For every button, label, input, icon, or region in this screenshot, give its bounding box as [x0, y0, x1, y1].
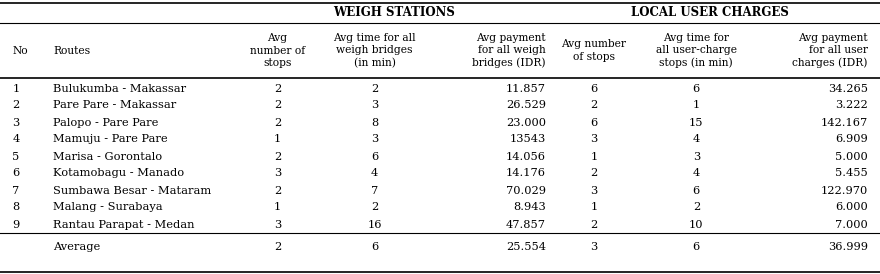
- Text: Marisa - Gorontalo: Marisa - Gorontalo: [54, 152, 163, 161]
- Text: 4: 4: [693, 135, 700, 144]
- Text: 6: 6: [693, 185, 700, 196]
- Text: Palopo - Pare Pare: Palopo - Pare Pare: [54, 118, 158, 127]
- Text: 2: 2: [693, 202, 700, 213]
- Text: 8: 8: [371, 118, 378, 127]
- Text: 8.943: 8.943: [513, 202, 546, 213]
- Text: 2: 2: [12, 101, 19, 110]
- Text: 2: 2: [274, 101, 282, 110]
- Text: 5: 5: [12, 152, 19, 161]
- Text: Avg number
of stops: Avg number of stops: [561, 39, 627, 62]
- Text: 3: 3: [590, 135, 598, 144]
- Text: 3: 3: [371, 135, 378, 144]
- Text: 6: 6: [693, 242, 700, 252]
- Text: 26.529: 26.529: [506, 101, 546, 110]
- Text: 70.029: 70.029: [506, 185, 546, 196]
- Text: Sumbawa Besar - Mataram: Sumbawa Besar - Mataram: [54, 185, 211, 196]
- Text: 14.056: 14.056: [506, 152, 546, 161]
- Text: 3.222: 3.222: [835, 101, 868, 110]
- Text: 14.176: 14.176: [506, 169, 546, 178]
- Text: 6: 6: [693, 84, 700, 93]
- Text: 2: 2: [590, 219, 598, 230]
- Text: 2: 2: [590, 169, 598, 178]
- Text: 5.000: 5.000: [835, 152, 868, 161]
- Text: 1: 1: [12, 84, 19, 93]
- Text: Avg
number of
stops: Avg number of stops: [250, 33, 305, 68]
- Text: 6: 6: [590, 118, 598, 127]
- Text: 6: 6: [371, 152, 378, 161]
- Text: 7: 7: [371, 185, 378, 196]
- Text: 6.000: 6.000: [835, 202, 868, 213]
- Text: 4: 4: [371, 169, 378, 178]
- Text: Pare Pare - Makassar: Pare Pare - Makassar: [54, 101, 177, 110]
- Text: 122.970: 122.970: [820, 185, 868, 196]
- Text: 2: 2: [274, 242, 282, 252]
- Text: 7: 7: [12, 185, 19, 196]
- Text: 2: 2: [371, 202, 378, 213]
- Text: 1: 1: [590, 152, 598, 161]
- Text: 25.554: 25.554: [506, 242, 546, 252]
- Text: Kotamobagu - Manado: Kotamobagu - Manado: [54, 169, 185, 178]
- Text: LOCAL USER CHARGES: LOCAL USER CHARGES: [632, 7, 789, 19]
- Text: 4: 4: [12, 135, 19, 144]
- Text: Mamuju - Pare Pare: Mamuju - Pare Pare: [54, 135, 168, 144]
- Text: 2: 2: [371, 84, 378, 93]
- Text: WEIGH STATIONS: WEIGH STATIONS: [334, 7, 455, 19]
- Text: 6.909: 6.909: [835, 135, 868, 144]
- Text: 3: 3: [274, 169, 282, 178]
- Text: 4: 4: [693, 169, 700, 178]
- Text: 16: 16: [368, 219, 382, 230]
- Text: 47.857: 47.857: [506, 219, 546, 230]
- Text: 2: 2: [274, 185, 282, 196]
- Text: 2: 2: [274, 152, 282, 161]
- Text: 2: 2: [274, 118, 282, 127]
- Text: 9: 9: [12, 219, 19, 230]
- Text: Bulukumba - Makassar: Bulukumba - Makassar: [54, 84, 187, 93]
- Text: 34.265: 34.265: [828, 84, 868, 93]
- Text: 11.857: 11.857: [506, 84, 546, 93]
- Text: 2: 2: [274, 84, 282, 93]
- Text: 6: 6: [371, 242, 378, 252]
- Text: 10: 10: [689, 219, 704, 230]
- Text: No: No: [12, 45, 28, 56]
- Text: 1: 1: [274, 202, 282, 213]
- Text: 1: 1: [693, 101, 700, 110]
- Text: 6: 6: [12, 169, 19, 178]
- Text: 1: 1: [590, 202, 598, 213]
- Text: 13543: 13543: [510, 135, 546, 144]
- Text: Routes: Routes: [54, 45, 91, 56]
- Text: Avg payment
for all user
charges (IDR): Avg payment for all user charges (IDR): [792, 33, 868, 68]
- Text: 3: 3: [693, 152, 700, 161]
- Text: Rantau Parapat - Medan: Rantau Parapat - Medan: [54, 219, 194, 230]
- Text: 1: 1: [274, 135, 282, 144]
- Text: 36.999: 36.999: [828, 242, 868, 252]
- Text: Avg time for
all user-charge
stops (in min): Avg time for all user-charge stops (in m…: [656, 33, 737, 68]
- Text: Average: Average: [54, 242, 100, 252]
- Text: 3: 3: [12, 118, 19, 127]
- Text: 23.000: 23.000: [506, 118, 546, 127]
- Text: Malang - Surabaya: Malang - Surabaya: [54, 202, 163, 213]
- Text: 3: 3: [371, 101, 378, 110]
- Text: 15: 15: [689, 118, 704, 127]
- Text: 8: 8: [12, 202, 19, 213]
- Text: Avg payment
for all weigh
bridges (IDR): Avg payment for all weigh bridges (IDR): [473, 33, 546, 68]
- Text: 3: 3: [274, 219, 282, 230]
- Text: Avg time for all
weigh bridges
(in min): Avg time for all weigh bridges (in min): [334, 33, 416, 68]
- Text: 2: 2: [590, 101, 598, 110]
- Text: 3: 3: [590, 242, 598, 252]
- Text: 3: 3: [590, 185, 598, 196]
- Text: 142.167: 142.167: [820, 118, 868, 127]
- Text: 6: 6: [590, 84, 598, 93]
- Text: 7.000: 7.000: [835, 219, 868, 230]
- Text: 5.455: 5.455: [835, 169, 868, 178]
